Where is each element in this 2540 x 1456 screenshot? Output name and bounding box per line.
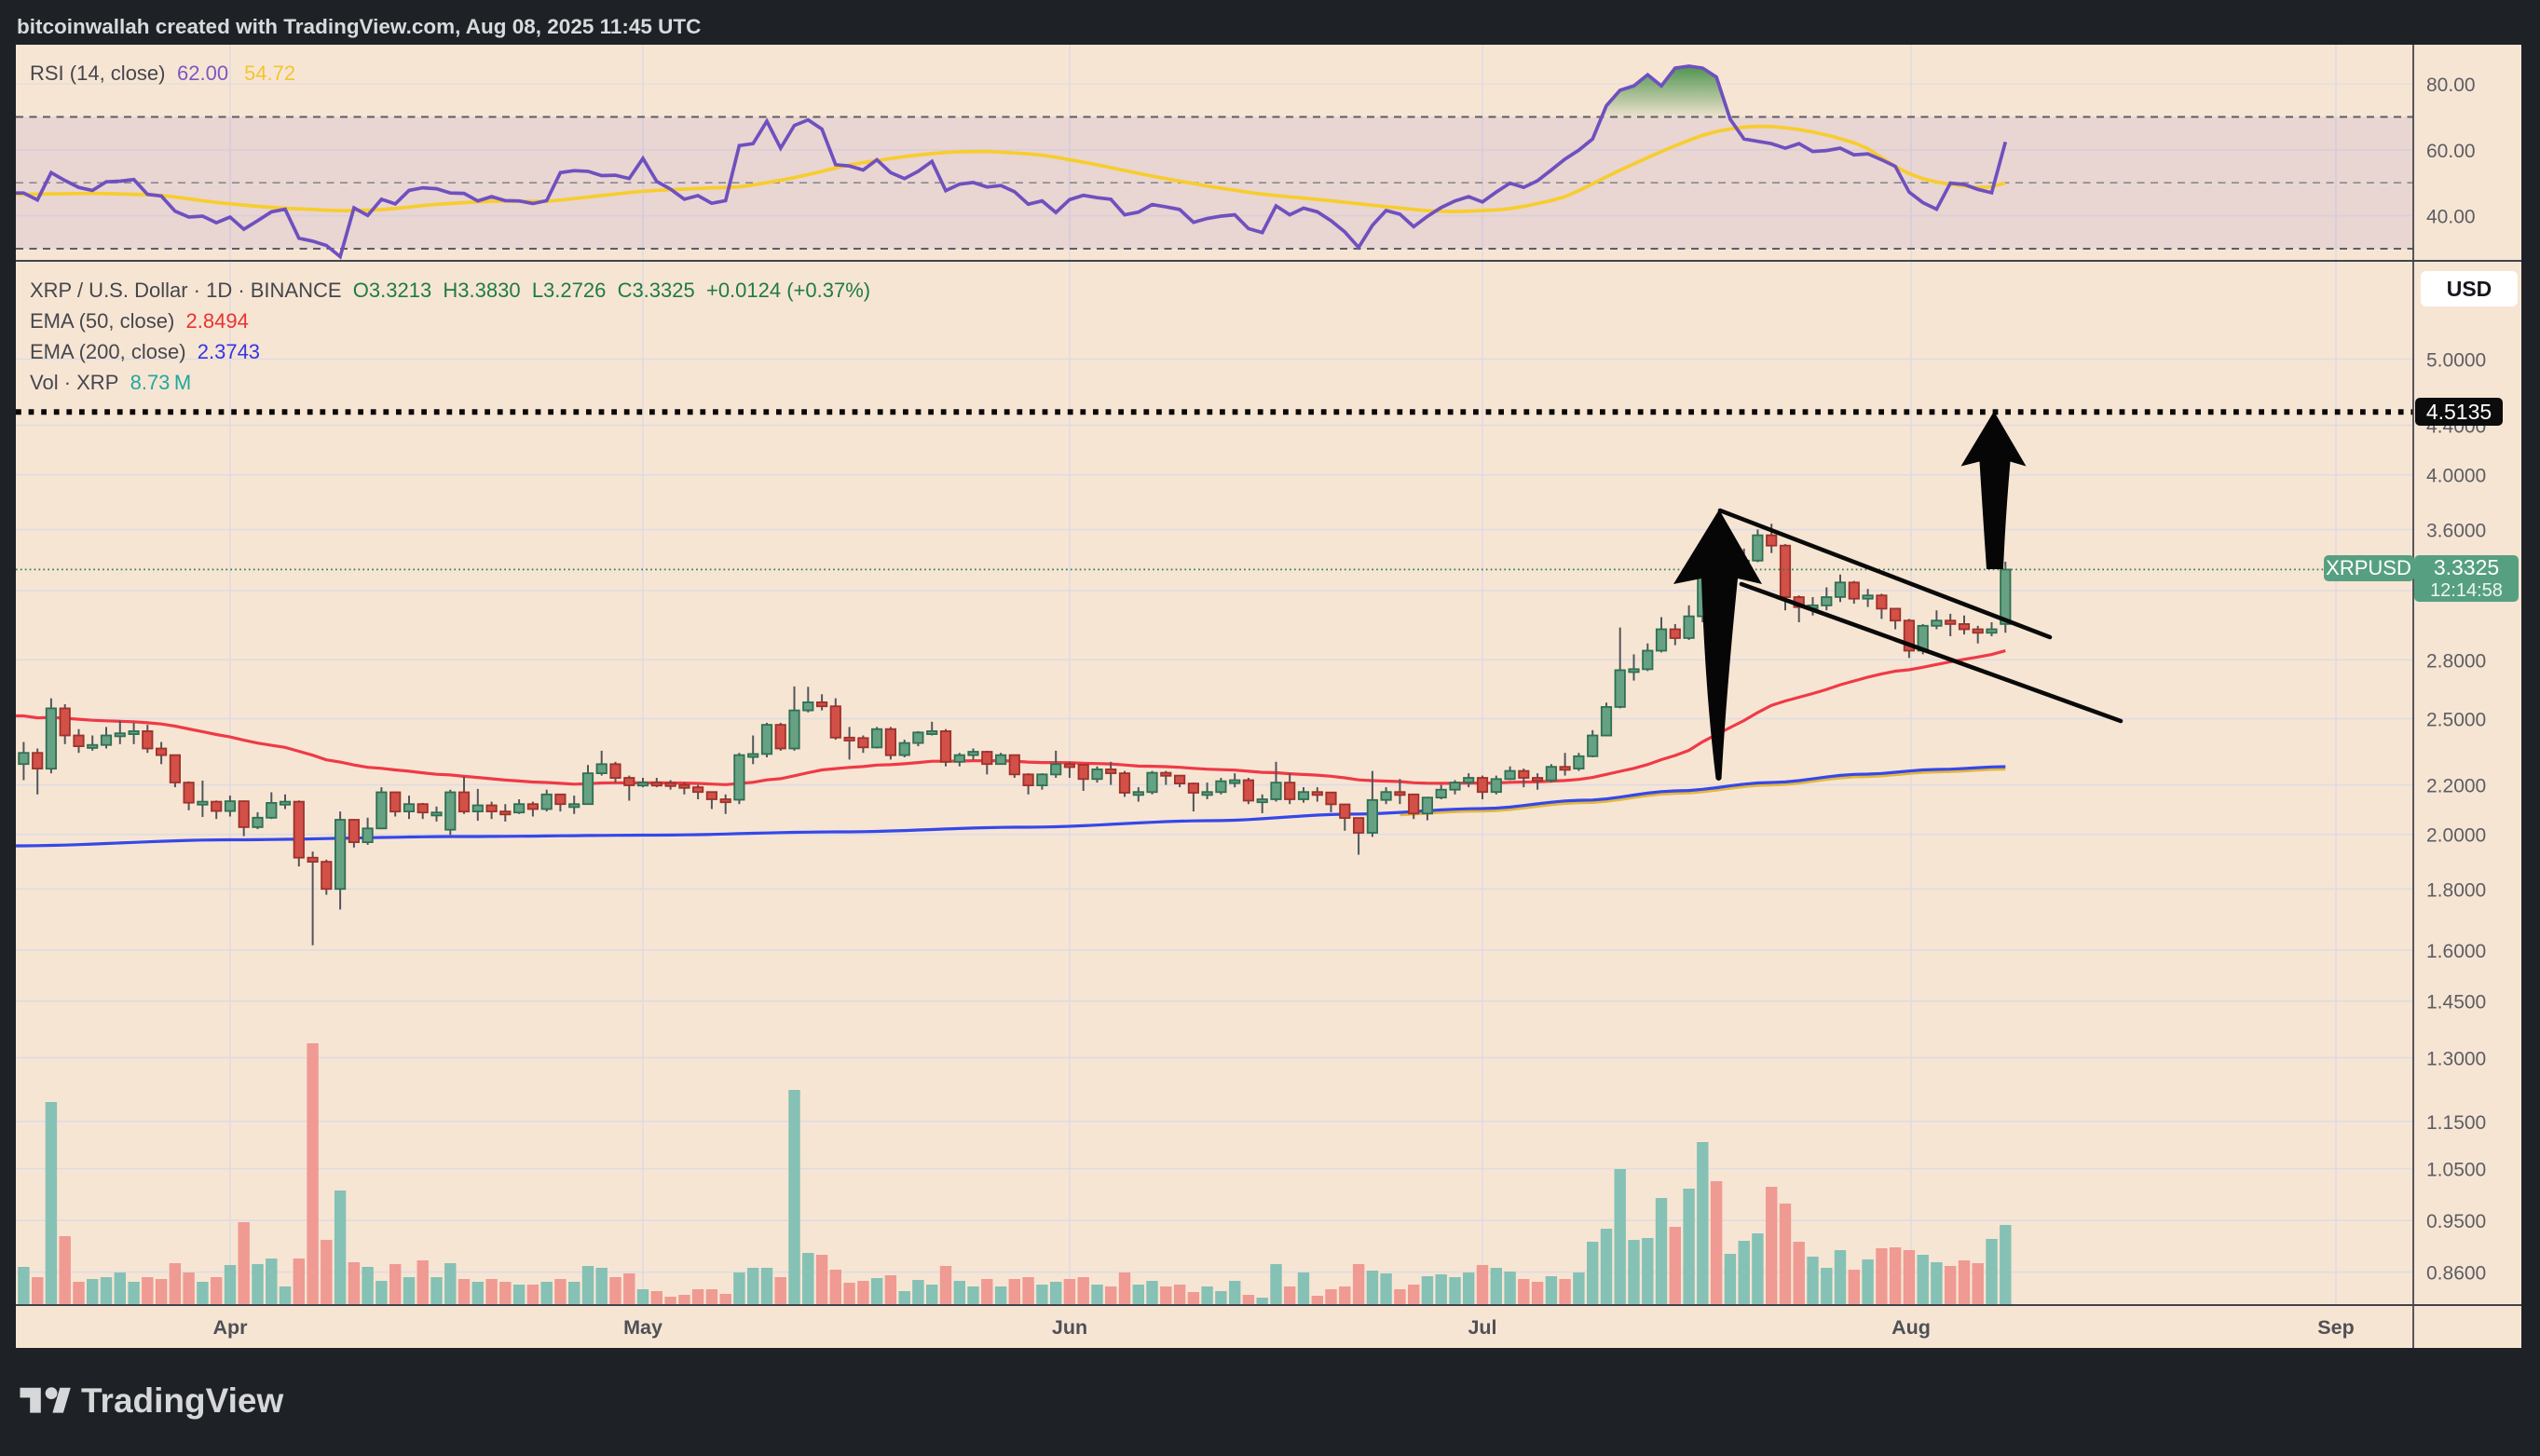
svg-text:May: May <box>623 1316 662 1339</box>
svg-text:USD: USD <box>2447 277 2492 301</box>
svg-text:1.1500: 1.1500 <box>2426 1112 2486 1134</box>
svg-text:Sep: Sep <box>2317 1316 2354 1339</box>
svg-text:Jul: Jul <box>1468 1316 1496 1339</box>
svg-text:1.4500: 1.4500 <box>2426 992 2486 1014</box>
svg-text:1.8000: 1.8000 <box>2426 879 2486 901</box>
svg-text:1.6000: 1.6000 <box>2426 941 2486 962</box>
svg-text:2.8000: 2.8000 <box>2426 650 2486 672</box>
svg-text:Jun: Jun <box>1052 1316 1087 1339</box>
svg-text:2.2000: 2.2000 <box>2426 776 2486 797</box>
svg-text:EMA (200, close) 2.3743: EMA (200, close) 2.3743 <box>30 340 260 363</box>
svg-text:1.3000: 1.3000 <box>2426 1049 2486 1070</box>
svg-text:Apr: Apr <box>212 1316 248 1339</box>
svg-text:1.0500: 1.0500 <box>2426 1159 2486 1180</box>
svg-text:2.5000: 2.5000 <box>2426 709 2486 730</box>
svg-text:TradingView: TradingView <box>81 1381 283 1420</box>
svg-text:62.00: 62.00 <box>177 61 228 85</box>
svg-text:2.0000: 2.0000 <box>2426 825 2486 847</box>
svg-text:12:14:58: 12:14:58 <box>2430 580 2503 601</box>
svg-text:54.72: 54.72 <box>244 61 295 85</box>
svg-text:3.3325: 3.3325 <box>2434 555 2499 579</box>
svg-text:0.8600: 0.8600 <box>2426 1263 2486 1285</box>
svg-text:Vol · XRP 8.73 M: Vol · XRP 8.73 M <box>30 371 191 394</box>
svg-text:bitcoinwallah created with Tra: bitcoinwallah created with TradingView.c… <box>17 15 701 38</box>
svg-text:4.0000: 4.0000 <box>2426 466 2486 487</box>
svg-text:60.00: 60.00 <box>2426 141 2476 162</box>
svg-text:3.6000: 3.6000 <box>2426 520 2486 541</box>
svg-text:Aug: Aug <box>1891 1316 1931 1339</box>
svg-text:XRP / U.S. Dollar · 1D · BINAN: XRP / U.S. Dollar · 1D · BINANCE O3.3213… <box>30 279 870 302</box>
svg-text:40.00: 40.00 <box>2426 207 2476 228</box>
svg-text:0.9500: 0.9500 <box>2426 1211 2486 1232</box>
svg-text:4.5135: 4.5135 <box>2426 400 2492 424</box>
svg-text:RSI (14, close): RSI (14, close) <box>30 61 166 85</box>
svg-text:5.0000: 5.0000 <box>2426 350 2486 372</box>
svg-text:EMA (50, close) 2.8494: EMA (50, close) 2.8494 <box>30 309 249 333</box>
svg-text:XRPUSD: XRPUSD <box>2326 556 2411 579</box>
svg-text:80.00: 80.00 <box>2426 75 2476 96</box>
